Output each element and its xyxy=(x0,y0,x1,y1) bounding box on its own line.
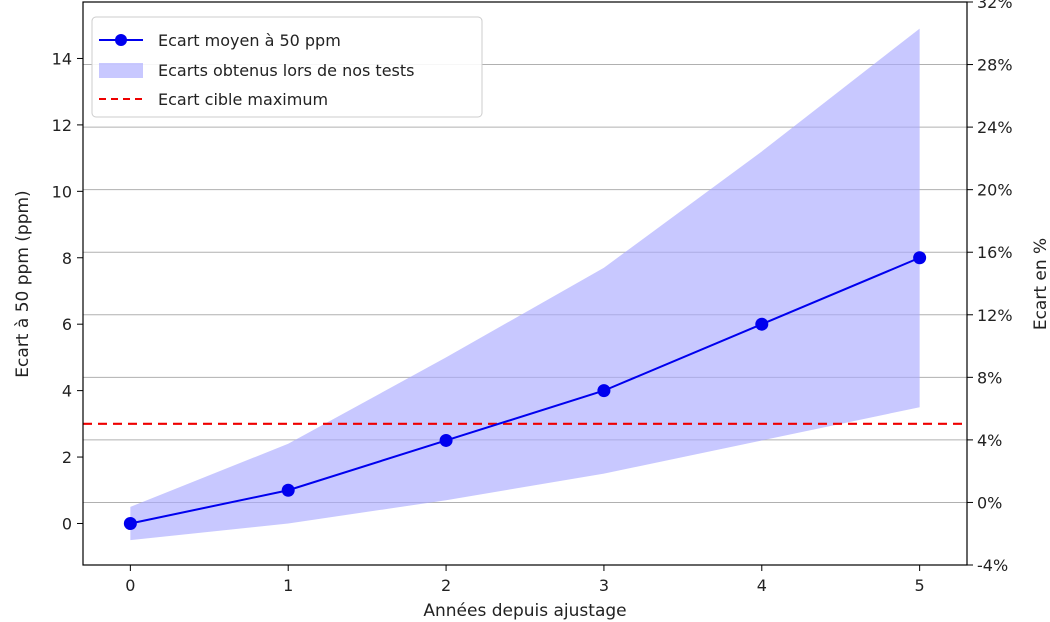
x-axis-ticks: 0 1 2 3 4 5 xyxy=(125,565,925,595)
legend: Ecart moyen à 50 ppm Ecarts obtenus lors… xyxy=(91,16,483,118)
legend-box xyxy=(91,16,483,118)
test-range-band xyxy=(130,28,920,541)
mean-point-5 xyxy=(913,251,927,265)
mean-line xyxy=(130,256,921,525)
mean-point-4 xyxy=(755,317,769,331)
x-tick-label-3: 3 xyxy=(599,576,609,595)
y-axis-ticks: 0 2 4 6 8 10 12 14 xyxy=(52,49,83,533)
y-tick-label-3: 6 xyxy=(62,315,72,334)
x-tick-label-5: 5 xyxy=(915,576,925,595)
y2-tick-label-4: 12% xyxy=(977,306,1013,325)
y2-tick-label-0: -4% xyxy=(977,556,1008,575)
y-tick-label-0: 0 xyxy=(62,514,72,533)
plot-frame xyxy=(82,1,968,566)
y-tick-label-2: 4 xyxy=(62,382,72,401)
legend-mean-marker-swatch xyxy=(115,34,127,46)
mean-point-2 xyxy=(439,433,453,447)
y2-tick-label-9: 32% xyxy=(977,0,1013,12)
x-tick-label-1: 1 xyxy=(283,576,293,595)
y-tick-label-6: 12 xyxy=(52,116,72,135)
x-tick-label-2: 2 xyxy=(441,576,451,595)
y2-tick-label-7: 24% xyxy=(977,118,1013,137)
y-axis-label: Ecart à 50 ppm (ppm) xyxy=(13,190,33,377)
mean-point-1 xyxy=(281,483,295,497)
x-tick-label-0: 0 xyxy=(125,576,135,595)
y2-tick-label-8: 28% xyxy=(977,56,1013,75)
y2-tick-label-2: 4% xyxy=(977,431,1002,450)
mean-series xyxy=(123,251,927,530)
mean-point-0 xyxy=(123,516,137,530)
band-area xyxy=(130,28,920,541)
y2-tick-label-6: 20% xyxy=(977,181,1013,200)
y2-axis-label: Ecart en % xyxy=(1031,238,1050,330)
y-tick-label-4: 8 xyxy=(62,249,72,268)
x-tick-label-4: 4 xyxy=(757,576,767,595)
y-tick-label-1: 2 xyxy=(62,448,72,467)
legend-label-target: Ecart cible maximum xyxy=(158,90,328,109)
y2-tick-label-3: 8% xyxy=(977,368,1002,387)
mean-point-3 xyxy=(597,384,611,398)
x-axis-label: Années depuis ajustage xyxy=(423,601,626,621)
y-tick-label-5: 10 xyxy=(52,182,72,201)
legend-label-band: Ecarts obtenus lors de nos tests xyxy=(158,61,414,80)
y2-axis-ticks: -4% 0% 4% 8% 12% 16% 20% 24% 28% 32% xyxy=(967,0,1013,575)
legend-band-swatch xyxy=(99,63,143,78)
y2-tick-label-5: 16% xyxy=(977,243,1013,262)
legend-label-mean: Ecart moyen à 50 ppm xyxy=(158,31,341,50)
y-tick-label-7: 14 xyxy=(52,49,72,68)
y2-tick-label-1: 0% xyxy=(977,493,1002,512)
